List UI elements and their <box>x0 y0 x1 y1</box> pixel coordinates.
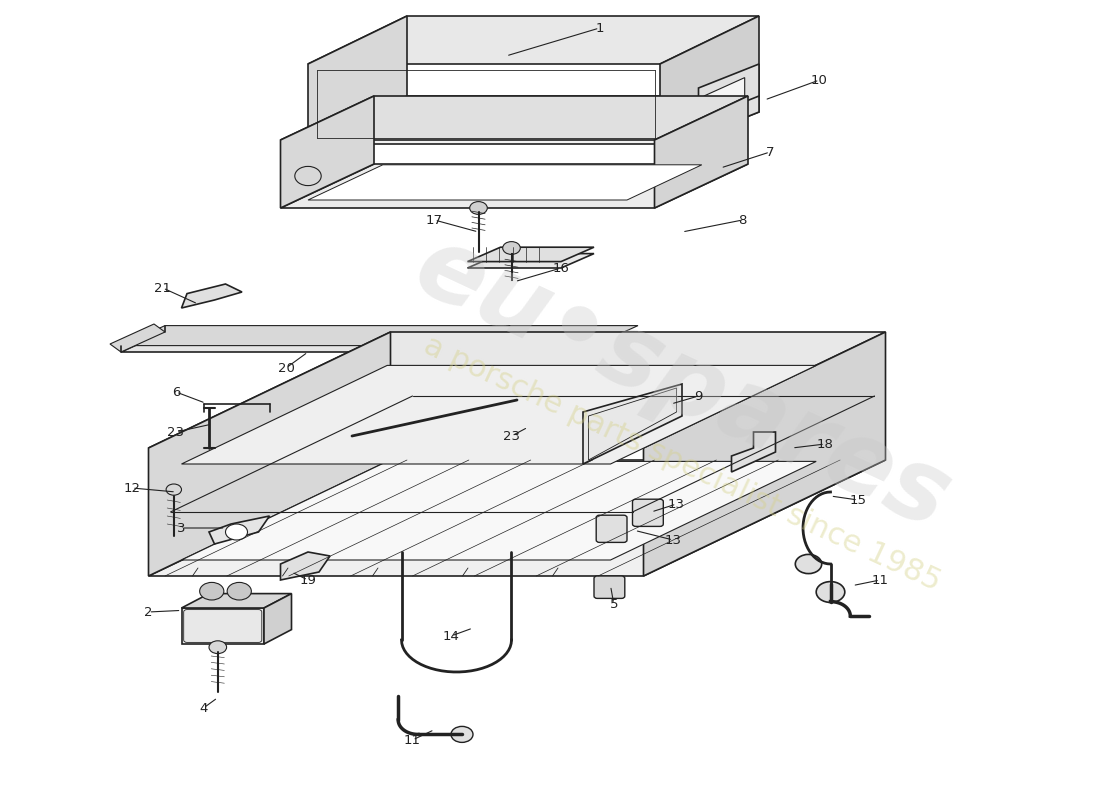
Polygon shape <box>121 332 638 352</box>
Text: 20: 20 <box>277 362 295 374</box>
Polygon shape <box>280 96 748 140</box>
Text: a porsche parts specialist since 1985: a porsche parts specialist since 1985 <box>419 331 945 597</box>
Polygon shape <box>182 366 816 464</box>
Text: 23: 23 <box>503 430 520 442</box>
Text: 16: 16 <box>552 262 570 274</box>
Text: eu•spares: eu•spares <box>399 218 965 550</box>
Text: 10: 10 <box>811 74 828 86</box>
FancyBboxPatch shape <box>594 576 625 598</box>
Text: 21: 21 <box>154 282 172 294</box>
Polygon shape <box>644 332 886 576</box>
Text: 6: 6 <box>172 386 180 398</box>
Text: 8: 8 <box>738 214 747 226</box>
Polygon shape <box>308 16 759 64</box>
Text: 5: 5 <box>609 598 618 610</box>
Polygon shape <box>209 516 270 544</box>
Polygon shape <box>308 96 759 144</box>
Polygon shape <box>698 96 759 136</box>
Polygon shape <box>468 247 594 262</box>
Circle shape <box>503 242 520 254</box>
Polygon shape <box>308 165 702 200</box>
Text: 18: 18 <box>816 438 834 450</box>
Polygon shape <box>148 332 886 448</box>
FancyBboxPatch shape <box>632 499 663 526</box>
Polygon shape <box>704 78 745 126</box>
Polygon shape <box>182 462 816 560</box>
Polygon shape <box>182 284 242 308</box>
FancyBboxPatch shape <box>596 515 627 542</box>
Polygon shape <box>121 326 638 346</box>
Text: 2: 2 <box>144 606 153 618</box>
Polygon shape <box>264 594 292 644</box>
Text: 11: 11 <box>871 574 889 586</box>
Text: 3: 3 <box>177 522 186 534</box>
Polygon shape <box>110 324 165 352</box>
Polygon shape <box>308 16 407 144</box>
Circle shape <box>166 484 182 495</box>
Circle shape <box>795 554 822 574</box>
Text: 1: 1 <box>595 22 604 34</box>
Circle shape <box>451 726 473 742</box>
Text: 4: 4 <box>199 702 208 714</box>
Polygon shape <box>732 432 775 472</box>
Text: 17: 17 <box>426 214 443 226</box>
Circle shape <box>228 582 251 600</box>
Text: 19: 19 <box>299 574 317 586</box>
Polygon shape <box>280 552 330 580</box>
Text: 9: 9 <box>694 390 703 402</box>
Polygon shape <box>280 164 748 208</box>
Circle shape <box>470 202 487 214</box>
Circle shape <box>200 582 224 600</box>
Text: 11: 11 <box>404 734 421 746</box>
Text: 14: 14 <box>442 630 460 642</box>
Polygon shape <box>660 16 759 144</box>
Text: 13: 13 <box>664 534 682 546</box>
Text: 23: 23 <box>167 426 185 438</box>
Polygon shape <box>182 594 292 608</box>
Polygon shape <box>182 608 264 644</box>
Circle shape <box>226 524 248 540</box>
Polygon shape <box>148 460 886 576</box>
Text: 7: 7 <box>766 146 774 158</box>
Text: 13: 13 <box>668 498 685 510</box>
Polygon shape <box>698 64 759 136</box>
Polygon shape <box>280 96 374 208</box>
Circle shape <box>816 582 845 602</box>
Polygon shape <box>583 384 682 464</box>
Circle shape <box>209 641 227 654</box>
Text: 12: 12 <box>123 482 141 494</box>
Polygon shape <box>468 254 594 268</box>
Text: 15: 15 <box>849 494 867 506</box>
Polygon shape <box>654 96 748 208</box>
Polygon shape <box>148 332 390 576</box>
